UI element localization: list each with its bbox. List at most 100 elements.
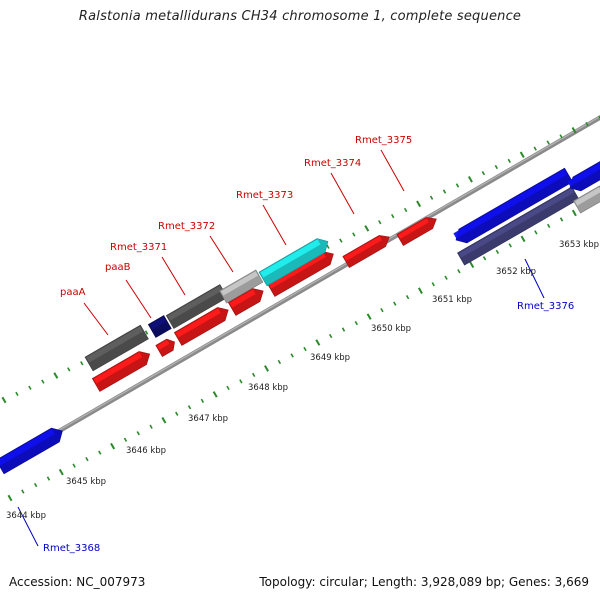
ruler-tick (469, 261, 475, 269)
gene-body (91, 351, 151, 392)
ruler-tick (559, 134, 563, 139)
ruler-tick (46, 476, 51, 481)
ruler-tick (277, 359, 282, 365)
gene-rmet-3373[interactable] (258, 238, 329, 287)
lower-ruler-ticks (7, 197, 600, 502)
ruler-tick (110, 442, 116, 450)
gene-label[interactable]: Rmet_3374 (304, 158, 361, 169)
ruler-tick (391, 213, 395, 219)
genes-layer (0, 161, 600, 475)
gene-inner-3[interactable] (173, 307, 229, 346)
ruler-tick (328, 333, 333, 339)
ruler-tick (547, 223, 551, 229)
ruler-tick (481, 171, 486, 176)
ruler-tick (326, 244, 330, 249)
ruler-tick (559, 217, 564, 222)
ruler-label: 3651 kbp (432, 295, 472, 305)
gene-body (227, 288, 264, 316)
ruler-label: 3644 kbp (6, 511, 46, 521)
ruler-ticks-layer (1, 115, 600, 502)
ruler-tick (403, 207, 408, 213)
gene-gray-right[interactable] (573, 185, 600, 214)
ruler-tick (378, 220, 382, 225)
ruler-label: 3653 kbp (559, 240, 599, 250)
gene-label[interactable]: Rmet_3371 (110, 242, 167, 253)
ruler-tick (290, 353, 294, 358)
ruler-tick (41, 379, 45, 384)
ruler-tick (494, 164, 499, 170)
gene-blue-right-1[interactable] (453, 167, 574, 244)
gene-highlight (567, 162, 600, 187)
ruler-tick (98, 450, 102, 455)
gene-highlight (458, 188, 574, 258)
gene-body (342, 235, 390, 269)
ruler-tick (533, 146, 537, 151)
ruler-tick (264, 365, 269, 372)
leader-line (83, 302, 109, 336)
gene-highlight (268, 252, 326, 289)
ruler-tick (200, 398, 205, 403)
leader-line (262, 204, 287, 246)
gene-highlight (229, 289, 256, 308)
gene-rmet-3375[interactable] (396, 217, 437, 247)
gene-inner-4[interactable] (227, 288, 264, 316)
ruler-label: 3652 kbp (496, 267, 536, 277)
gene-label[interactable]: paaA (60, 287, 86, 298)
gene-label[interactable]: Rmet_3375 (355, 135, 412, 146)
gene-rmet-3372[interactable] (219, 269, 264, 304)
gene-highlight (149, 316, 167, 330)
ruler-tick (315, 339, 321, 346)
gene-paaB[interactable] (147, 315, 172, 338)
gene-label[interactable]: Rmet_3372 (158, 221, 215, 232)
ruler-tick (354, 320, 358, 326)
gene-inner-2[interactable] (155, 338, 175, 358)
gene-highlight (574, 187, 600, 206)
gene-highlight (220, 271, 258, 296)
ruler-tick (28, 385, 32, 390)
ruler-tick (442, 189, 447, 194)
gene-label[interactable]: Rmet_3376 (517, 301, 574, 312)
ruler-tick (507, 158, 511, 164)
gene-highlight (344, 236, 382, 261)
gene-label[interactable]: paaB (105, 262, 131, 273)
ruler-tick (520, 235, 526, 243)
page-title: Ralstonia metallidurans CH34 chromosome … (78, 9, 522, 24)
ruler-tick (33, 482, 38, 488)
ruler-tick (72, 463, 76, 468)
gene-label[interactable]: Rmet_3373 (236, 190, 293, 201)
ruler-tick (175, 411, 179, 416)
ruler-tick (239, 379, 243, 384)
gene-body (258, 238, 329, 287)
ruler-tick (67, 367, 71, 372)
ruler-tick (80, 361, 84, 366)
gene-label[interactable]: Rmet_3368 (43, 543, 100, 554)
leader-line (209, 235, 234, 273)
gene-paaA[interactable] (84, 324, 149, 372)
gene-highlight (167, 285, 223, 321)
ruler-tick (585, 121, 589, 127)
gene-blue-right-2[interactable] (567, 161, 600, 192)
ruler-tick (303, 346, 307, 352)
gene-rmet-3368[interactable] (0, 427, 63, 475)
gene-inner-1[interactable] (91, 351, 151, 392)
ruler-tick (508, 243, 512, 248)
ruler-tick (571, 209, 577, 217)
ruler-tick (598, 115, 600, 120)
ruler-tick (15, 391, 19, 397)
summary-text: Topology: circular; Length: 3,928,089 bp… (259, 575, 589, 589)
ruler-tick (53, 372, 59, 379)
ruler-label: 3650 kbp (371, 324, 411, 334)
ruler-tick (571, 126, 577, 134)
leader-line (524, 258, 545, 299)
ruler-tick (534, 230, 538, 235)
ruler-tick (226, 385, 230, 391)
ruler-tick (144, 330, 149, 335)
ruler-tick (58, 468, 64, 476)
accession-text: Accession: NC_007973 (9, 575, 146, 589)
gene-rmet-3374[interactable] (342, 235, 390, 269)
gene-body (173, 307, 229, 346)
labels-layer: 3644 kbp 3645 kbp 3646 kbp 3647 kbp 3648 kbp… (6, 135, 599, 554)
ruler-tick (339, 238, 343, 243)
